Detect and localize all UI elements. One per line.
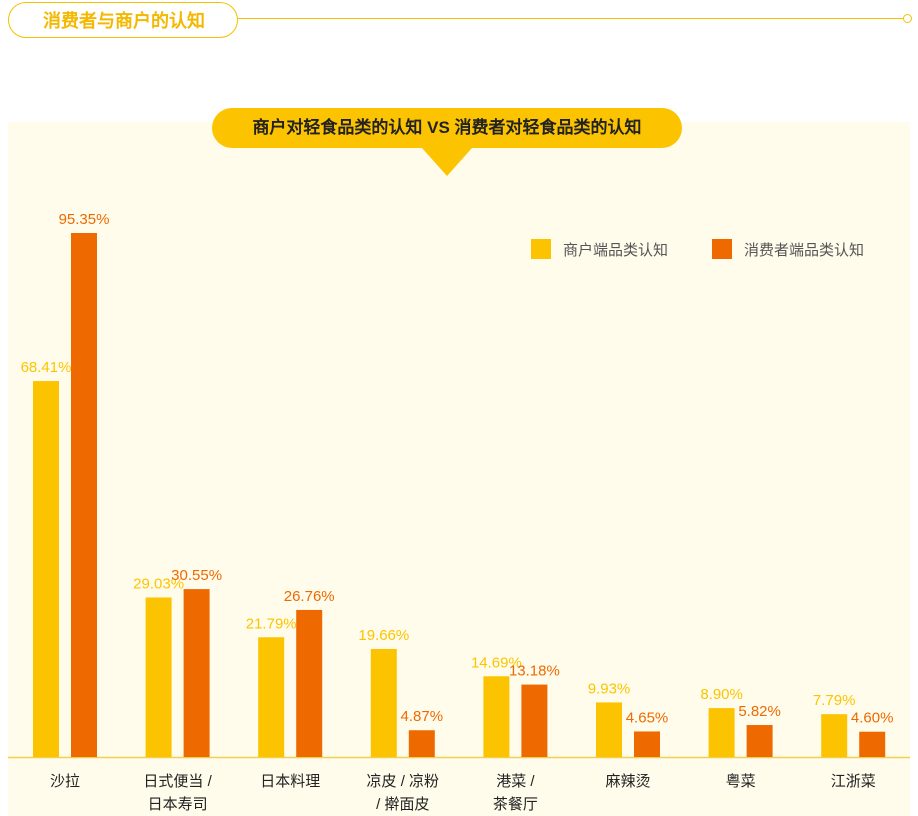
legend-label-consumer: 消费者端品类认知 xyxy=(744,241,865,259)
section-title: 消费者与商户的认知 xyxy=(43,11,205,31)
data-label-consumer-5: 4.65% xyxy=(626,709,669,726)
bar-consumer-3 xyxy=(408,730,435,757)
data-label-consumer-3: 4.87% xyxy=(401,708,444,725)
chart-title-pill: 商户对轻食品类的认知 VS 消费者对轻食品类的认知 xyxy=(212,108,682,148)
data-label-merchant-7: 7.79% xyxy=(813,692,856,709)
bar-merchant-4 xyxy=(483,676,510,757)
bar-consumer-7 xyxy=(859,731,886,757)
legend-label-merchant: 商户端品类认知 xyxy=(563,241,669,259)
data-label-merchant-6: 8.90% xyxy=(700,686,743,703)
header-divider-end-dot xyxy=(903,14,912,23)
category-label-6: 粤菜 xyxy=(726,772,756,790)
bar-consumer-0 xyxy=(71,233,97,757)
legend-swatch-consumer xyxy=(712,239,732,259)
legend-item-merchant: 商户端品类认知 xyxy=(531,238,668,260)
data-label-consumer-7: 4.60% xyxy=(851,710,894,727)
data-label-merchant-0: 68.41% xyxy=(21,359,72,376)
bar-merchant-6 xyxy=(708,708,735,757)
category-label-1-line1: 日式便当 / xyxy=(143,773,212,790)
data-label-merchant-3: 19.66% xyxy=(358,627,409,644)
bar-consumer-1 xyxy=(183,589,210,757)
bar-consumer-5 xyxy=(634,731,660,757)
legend-item-consumer: 消费者端品类认知 xyxy=(712,238,864,260)
bar-consumer-4 xyxy=(521,684,548,757)
data-label-merchant-4: 14.69% xyxy=(471,654,522,671)
legend-swatch-merchant xyxy=(531,239,551,259)
category-label-4-line2: 茶餐厅 xyxy=(493,796,538,813)
header-divider-line xyxy=(238,18,905,19)
bar-consumer-6 xyxy=(746,725,773,757)
category-label-3-line1: 凉皮 / 凉粉 xyxy=(367,773,440,790)
category-label-7: 江浙菜 xyxy=(831,773,876,790)
bar-merchant-7 xyxy=(821,714,848,757)
data-label-consumer-1: 30.55% xyxy=(171,567,222,584)
category-label-5: 麻辣烫 xyxy=(605,773,650,790)
bar-merchant-3 xyxy=(370,648,397,757)
data-label-consumer-0: 95.35% xyxy=(59,211,110,228)
data-label-merchant-2: 21.79% xyxy=(246,615,297,632)
chart-title: 商户对轻食品类的认知 VS 消费者对轻食品类的认知 xyxy=(252,118,642,137)
data-label-consumer-4: 13.18% xyxy=(509,663,560,680)
bar-consumer-2 xyxy=(296,609,323,757)
category-label-1-line2: 日本寿司 xyxy=(148,796,208,813)
chart-title-pointer xyxy=(422,148,472,176)
bar-merchant-1 xyxy=(145,597,172,757)
bar-merchant-2 xyxy=(258,637,285,757)
data-label-consumer-2: 26.76% xyxy=(284,588,335,605)
category-label-2: 日本料理 xyxy=(260,773,320,790)
data-label-merchant-1: 29.03% xyxy=(133,575,184,592)
category-label-4-line1: 港菜 / xyxy=(496,773,535,790)
bar-merchant-0 xyxy=(33,381,59,757)
bar-merchant-5 xyxy=(596,702,622,757)
category-label-0: 沙拉 xyxy=(50,773,80,790)
category-label-3-line2: / 擀面皮 xyxy=(376,796,429,813)
data-label-merchant-5: 9.93% xyxy=(588,680,631,697)
data-label-consumer-6: 5.82% xyxy=(738,703,781,720)
section-title-pill: 消费者与商户的认知 xyxy=(8,2,238,38)
